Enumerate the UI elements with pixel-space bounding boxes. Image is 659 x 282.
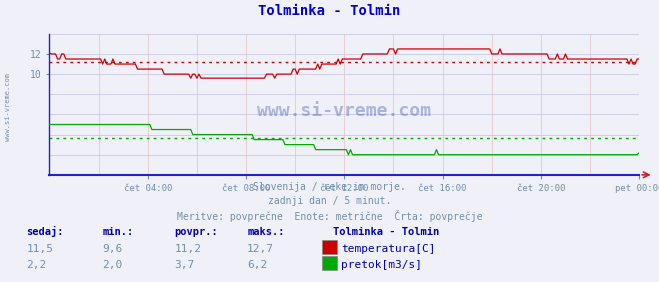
Text: www.si-vreme.com: www.si-vreme.com bbox=[5, 73, 11, 141]
Text: maks.:: maks.: bbox=[247, 228, 285, 237]
Text: zadnji dan / 5 minut.: zadnji dan / 5 minut. bbox=[268, 196, 391, 206]
Text: 2,0: 2,0 bbox=[102, 261, 123, 270]
Text: 9,6: 9,6 bbox=[102, 244, 123, 254]
Text: 11,5: 11,5 bbox=[26, 244, 53, 254]
Text: sedaj:: sedaj: bbox=[26, 226, 64, 237]
Text: 12,7: 12,7 bbox=[247, 244, 274, 254]
Text: Tolminka - Tolmin: Tolminka - Tolmin bbox=[258, 4, 401, 18]
Text: Meritve: povprečne  Enote: metrične  Črta: povprečje: Meritve: povprečne Enote: metrične Črta:… bbox=[177, 210, 482, 222]
Text: min.:: min.: bbox=[102, 228, 133, 237]
Text: www.si-vreme.com: www.si-vreme.com bbox=[257, 102, 432, 120]
Text: Tolminka - Tolmin: Tolminka - Tolmin bbox=[333, 228, 439, 237]
Text: 3,7: 3,7 bbox=[175, 261, 195, 270]
Text: povpr.:: povpr.: bbox=[175, 228, 218, 237]
Text: temperatura[C]: temperatura[C] bbox=[341, 244, 436, 254]
Text: Slovenija / reke in morje.: Slovenija / reke in morje. bbox=[253, 182, 406, 192]
Text: 6,2: 6,2 bbox=[247, 261, 268, 270]
Text: 2,2: 2,2 bbox=[26, 261, 47, 270]
Text: 11,2: 11,2 bbox=[175, 244, 202, 254]
Text: pretok[m3/s]: pretok[m3/s] bbox=[341, 261, 422, 270]
